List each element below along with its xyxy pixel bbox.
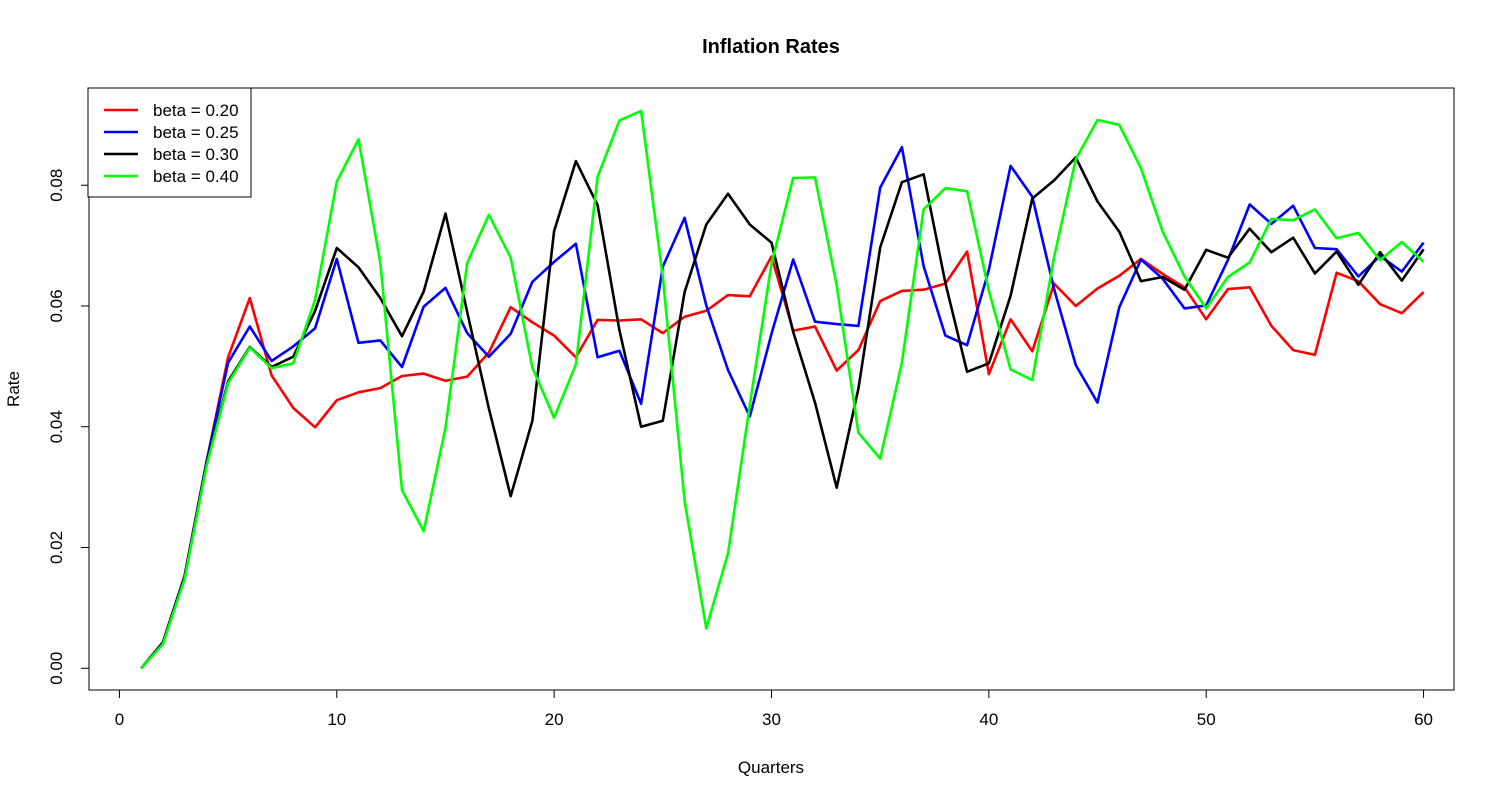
legend: beta = 0.20 beta = 0.25 beta = 0.30 beta = …	[87, 87, 252, 198]
x-axis: 0 10 20 30 40 50 60	[115, 689, 1433, 729]
x-tick-label: 40	[979, 710, 998, 729]
series-line-4	[140, 109, 1425, 670]
x-tick-label: 50	[1197, 710, 1216, 729]
x-tick-label: 0	[115, 710, 124, 729]
legend-label-1: beta = 0.20	[153, 101, 239, 120]
x-tick-label: 60	[1414, 710, 1433, 729]
y-tick-label: 0.08	[47, 169, 66, 202]
legend-box	[87, 87, 252, 198]
series-line-3	[140, 156, 1425, 670]
chart-title: Inflation Rates	[702, 36, 840, 58]
series-layer	[140, 109, 1425, 670]
x-tick-label: 30	[762, 710, 781, 729]
y-tick-label: 0.06	[47, 289, 66, 322]
y-axis-label: Rate	[4, 371, 23, 407]
plot-frame	[88, 87, 1455, 691]
y-tick-label: 0.04	[47, 410, 66, 443]
series-line-2	[140, 145, 1425, 670]
x-tick-label: 10	[327, 710, 346, 729]
legend-label-2: beta = 0.25	[153, 123, 239, 142]
y-tick-label: 0.00	[47, 652, 66, 685]
y-axis: 0.00 0.02 0.04 0.06 0.08	[47, 169, 90, 685]
y-tick-label: 0.02	[47, 531, 66, 564]
series-line-1	[140, 250, 1425, 670]
x-tick-label: 20	[545, 710, 564, 729]
x-axis-label: Quarters	[738, 758, 804, 777]
legend-label-3: beta = 0.30	[153, 145, 239, 164]
legend-label-4: beta = 0.40	[153, 167, 239, 186]
